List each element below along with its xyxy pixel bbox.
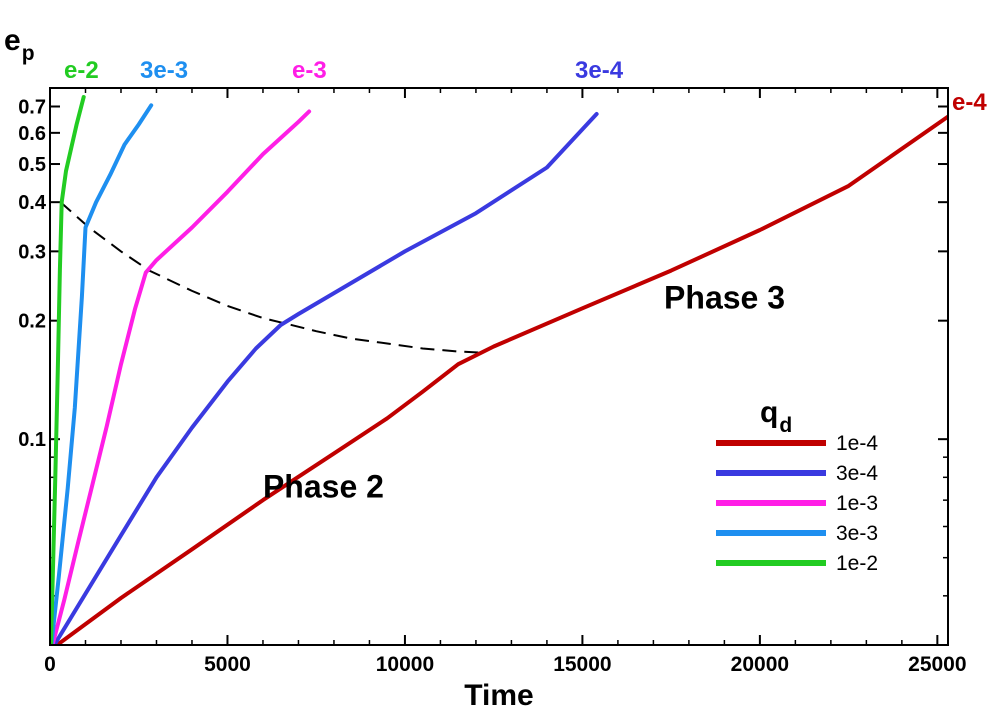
y-tick-label: 0.2 — [18, 311, 46, 333]
legend-title-sub: d — [779, 414, 792, 437]
legend-title-main: q — [760, 396, 778, 429]
phase-annotation: Phase 3 — [664, 279, 785, 315]
series-line-3e-4 — [52, 112, 599, 645]
legend-label-1e-4: 1e-4 — [836, 432, 878, 455]
legend-items: 1e-4 3e-4 1e-3 3e-3 1e-2 — [716, 432, 878, 575]
x-tick-label: 5000 — [204, 653, 251, 676]
y-tick-label: 0.4 — [18, 192, 47, 214]
legend-label-1e-3: 1e-3 — [836, 492, 878, 515]
curves-layer — [50, 95, 948, 645]
curve-end-label-1e-4: e-4 — [952, 89, 987, 116]
curve-end-label-3e-4: 3e-4 — [575, 57, 624, 84]
curve-end-label-3e-3: 3e-3 — [140, 57, 188, 84]
y-axis-title: ep — [4, 24, 35, 65]
x-tick-label: 10000 — [376, 653, 434, 676]
plot-frame — [49, 87, 949, 646]
x-tick-label: 15000 — [553, 653, 611, 676]
y-tick-label: 0.7 — [18, 97, 46, 119]
x-tick-label: 20000 — [731, 653, 789, 676]
legend-label-3e-3: 3e-3 — [836, 522, 878, 545]
legend-label-3e-4: 3e-4 — [836, 462, 878, 485]
series-line-1e-4 — [55, 114, 948, 645]
series-line-1e-3 — [50, 109, 312, 645]
end-labels-layer: e-4 3e-4 e-3 3e-3 e-2 — [64, 57, 987, 116]
legend-label-1e-2: 1e-2 — [836, 552, 878, 575]
y-tick-label: 0.1 — [18, 429, 46, 451]
transition-curve — [59, 201, 480, 354]
y-tick-label: 0.6 — [18, 123, 46, 145]
annotations-layer: Phase 2 Phase 3 — [263, 279, 785, 504]
series-line-3e-3 — [50, 103, 154, 645]
curve-end-label-1e-3: e-3 — [292, 57, 327, 84]
y-tick-label: 0.5 — [18, 154, 46, 176]
ticks-layer — [49, 88, 948, 645]
phase-annotation: Phase 2 — [263, 469, 384, 505]
y-axis-title-main: e — [4, 24, 21, 57]
legend-title: qd — [760, 396, 792, 437]
x-tick-label: 0 — [44, 653, 56, 676]
tick-labels-layer: 0 5000 10000 15000 20000 25000 0.1 0.2 0.3 0.4 0.5… — [18, 97, 966, 676]
x-axis-title: Time — [464, 679, 533, 712]
x-tick-label: 25000 — [908, 653, 966, 676]
curve-end-label-1e-2: e-2 — [64, 57, 99, 84]
y-tick-label: 0.3 — [18, 241, 46, 263]
series-line-1e-2 — [50, 95, 86, 645]
legend: qd 1e-4 3e-4 1e-3 3e-3 1e-2 — [716, 396, 878, 575]
y-axis-title-sub: p — [22, 42, 35, 65]
